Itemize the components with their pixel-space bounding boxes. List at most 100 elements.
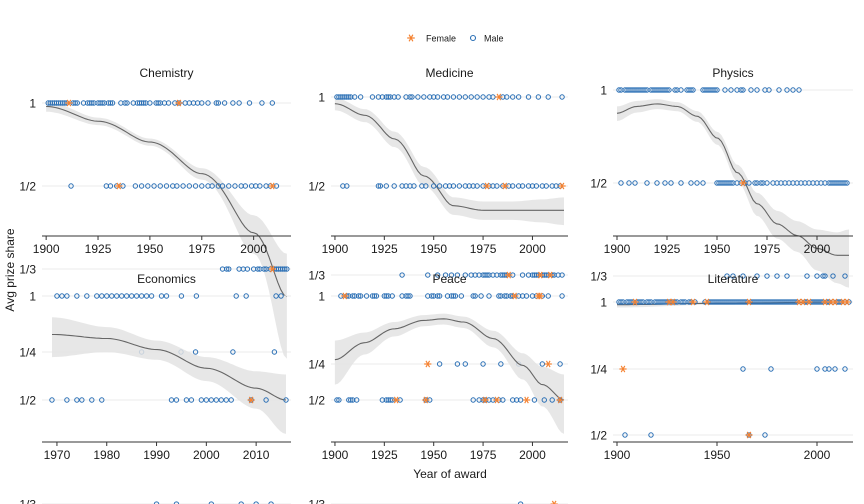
point-male [132,183,139,189]
point-male [99,100,105,106]
y-tick-label: 1 [600,84,607,98]
x-tick-label: 1980 [93,448,120,462]
point-male [425,272,431,278]
point-male [448,272,455,278]
point-male [478,293,484,299]
point-male [668,180,674,186]
point-male [122,100,128,106]
point-male [192,183,199,189]
point-male [99,293,105,299]
point-male [138,293,145,299]
point-male [764,273,770,279]
point-male [263,397,269,403]
x-tick-label: 1900 [604,448,631,462]
point-male [407,293,413,299]
point-male [746,180,752,186]
point-male [244,266,251,272]
point-female [392,396,400,404]
x-tick-label: 1970 [44,448,71,462]
point-female [843,298,851,306]
point-male [261,266,267,272]
point-male [490,94,496,100]
point-male [153,501,160,504]
point-male [174,183,180,189]
point-male [284,266,290,272]
x-tick-label: 1950 [420,448,447,462]
point-male [165,100,172,106]
point-female [821,298,829,306]
x-tick-label: 2000 [193,448,220,462]
point-male [468,94,474,100]
y-axis-label: Avg prize share [3,228,17,311]
point-female [831,298,839,306]
point-male [678,180,684,186]
y-tick-label: 1/3 [19,263,36,277]
point-male [180,183,186,189]
point-male [104,293,110,299]
point-male [59,293,65,299]
point-female [536,271,544,279]
point-male [282,266,288,272]
point-male [68,183,74,189]
point-male [559,272,565,278]
point-male [434,94,441,100]
point-male [730,273,736,279]
point-female [341,292,349,300]
y-tick-label: 1/2 [590,177,607,191]
point-male [138,183,145,189]
point-male [543,183,549,189]
legend-label: Female [426,34,456,44]
point-male [694,180,700,186]
point-male [557,361,563,367]
point-male [462,272,468,278]
point-male [389,293,395,299]
point-male [186,183,193,189]
point-male [844,180,850,186]
y-tick-label: 1 [318,91,325,105]
panel-chemistry: Chemistry 1 1/2 1/3 1/4 1900 1925 1950 1975 2000 [19,66,291,360]
point-male [336,397,342,403]
point-male [519,272,526,278]
point-male [820,273,826,279]
point-male [94,293,100,299]
point-male [796,87,802,93]
point-male [712,87,718,93]
panel-literature: Literature 1 1/2 1900 1950 2000 [590,272,853,462]
point-male [436,293,443,299]
point-male [525,94,532,100]
point-male [754,87,760,93]
legend-marker-female [407,34,415,42]
point-male [178,293,185,299]
point-male [259,100,265,106]
smooth-line [334,318,565,401]
point-male [371,293,378,299]
point-male [230,349,236,355]
point-female [745,298,753,306]
x-tick-label: 1990 [143,448,170,462]
point-male [215,100,222,106]
point-female [536,292,544,300]
panel-medicine: Medicine 1 1/2 1/3 1/4 1900 1925 1950 1975 2000 [308,66,568,372]
point-male [486,293,492,299]
point-male [246,100,253,106]
point-female [546,271,554,279]
point-male [496,293,502,299]
point-male [143,293,150,299]
point-male [474,94,480,100]
point-female [175,99,183,107]
panel-title: Literature [708,272,759,286]
point-male [385,94,391,100]
point-male [242,183,249,189]
point-male [559,293,565,299]
point-male [545,293,551,299]
point-female [631,298,639,306]
point-male [766,87,772,93]
point-male [632,180,638,186]
smooth-line [46,105,288,298]
point-male [89,397,95,403]
point-male [559,94,565,100]
point-female [799,298,807,306]
point-male [107,100,114,106]
legend-label: Male [484,34,504,44]
